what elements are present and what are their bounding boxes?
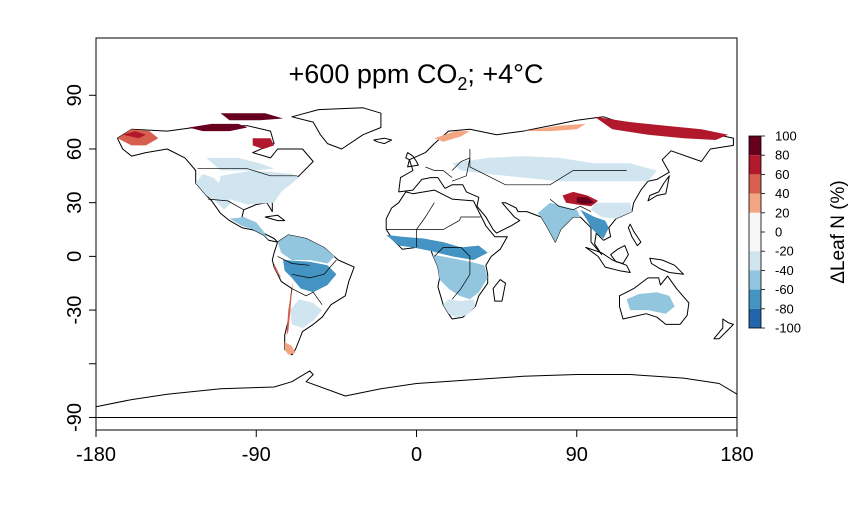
colorbar-title: ΔLeaf N (%) [828, 180, 849, 284]
colorbar: 100 80 60 40 20 0 -20 -40 -60 -80 -100 ΔLeaf N (%) [748, 129, 849, 336]
patch-canada-arctic-dark [188, 123, 248, 132]
colorbar-label: -80 [775, 301, 794, 316]
madagascar-land [492, 279, 506, 302]
map-title: +600 ppm CO2; +4°C [289, 59, 544, 94]
country-border [451, 157, 471, 182]
country-border [469, 149, 627, 186]
country-border [291, 259, 337, 279]
colorbar-bin [749, 174, 761, 194]
country-border [277, 256, 310, 266]
colorbar-bin [749, 251, 761, 271]
patch-alaska-dark [122, 131, 146, 139]
north-america-land [116, 125, 314, 243]
patch-australia-inner [626, 292, 675, 314]
new-zealand-land [713, 318, 734, 340]
x-tick-label: 0 [411, 444, 422, 466]
colorbar-label: -40 [775, 263, 794, 278]
antarctica-land [95, 370, 738, 418]
patch-scandinavia-peach [434, 131, 470, 142]
country-border [549, 198, 592, 212]
country-border [208, 198, 244, 211]
patch-india [537, 202, 581, 243]
y-tick-label: 30 [64, 192, 86, 214]
greenland-land [291, 107, 382, 150]
x-tick-label: -90 [242, 444, 271, 466]
colorbar-label: -20 [775, 244, 794, 259]
colorbar-label: 40 [775, 186, 789, 201]
title-subscript: 2 [457, 74, 467, 94]
patch-sa-south [290, 299, 323, 328]
colorbar-label: 20 [775, 205, 789, 220]
colorbar-bin [749, 270, 761, 290]
patch-siberia-red [594, 116, 729, 140]
title-main: +600 ppm CO [289, 59, 458, 89]
iceland-land [373, 137, 393, 145]
colorbar-label: -100 [775, 321, 801, 336]
patch-arctic-island-dark [220, 113, 283, 121]
patch-eurasia-belt [452, 156, 657, 182]
colorbar-bin [749, 308, 761, 328]
x-tick-label: 90 [566, 444, 588, 466]
country-border [434, 247, 471, 300]
patch-andes-red [286, 277, 294, 336]
patch-canada-south [206, 157, 275, 171]
colorbar-label: -60 [775, 282, 794, 297]
country-border [425, 166, 453, 178]
borneo-land [610, 245, 629, 264]
patch-africa-sahel [386, 234, 488, 260]
title-tail: ; +4°C [467, 59, 543, 89]
country-border [416, 202, 435, 248]
patch-siberia-peach [523, 123, 586, 132]
patch-sa-north [277, 234, 335, 264]
new-guinea-land [649, 257, 685, 275]
colorbar-bin [749, 289, 761, 309]
patch-na-west [195, 174, 232, 210]
patch-tibet-dark [576, 197, 595, 205]
japan-land [647, 175, 670, 202]
australia-land [619, 275, 690, 325]
south-america-land [271, 234, 355, 356]
patch-se-asia [580, 209, 609, 239]
y-tick-label: -30 [64, 296, 86, 325]
patch-hudson-red [252, 138, 275, 149]
indonesia-land [585, 246, 631, 273]
patch-patagonia [284, 342, 296, 355]
patch-sa-amazon [283, 260, 337, 293]
country-border [197, 168, 298, 177]
colorbar-label: 80 [775, 148, 789, 163]
patch-africa-south [443, 299, 476, 318]
x-tick-label: 180 [720, 444, 753, 466]
patch-mexico [229, 217, 269, 241]
y-tick-label: 60 [64, 138, 86, 160]
uk-land [405, 152, 419, 168]
y-tick-label: -90 [64, 403, 86, 432]
colorbar-bin [749, 212, 761, 232]
country-border [291, 288, 323, 305]
colorbar-bin [749, 193, 761, 213]
colorbar-label: 100 [775, 129, 797, 144]
country-border [386, 216, 481, 230]
patch-africa-central [432, 254, 488, 300]
y-tick-label: 0 [64, 251, 86, 262]
axes: -180 -90 0 90 180 -90 -30 0 30 60 90 [64, 84, 754, 466]
cuba-land [264, 214, 286, 222]
philippines-land [627, 223, 642, 247]
colorbar-bin [749, 155, 761, 175]
land-layer [95, 107, 738, 418]
colorbar-label: 0 [775, 225, 782, 240]
patch-china-south [591, 202, 632, 219]
colorbar-bin [749, 136, 761, 156]
colorbar-bin [749, 232, 761, 252]
y-tick-label: 90 [64, 84, 86, 106]
patch-na-east-light [217, 170, 299, 205]
x-tick-label: -180 [76, 444, 116, 466]
colorbar-label: 60 [775, 167, 789, 182]
